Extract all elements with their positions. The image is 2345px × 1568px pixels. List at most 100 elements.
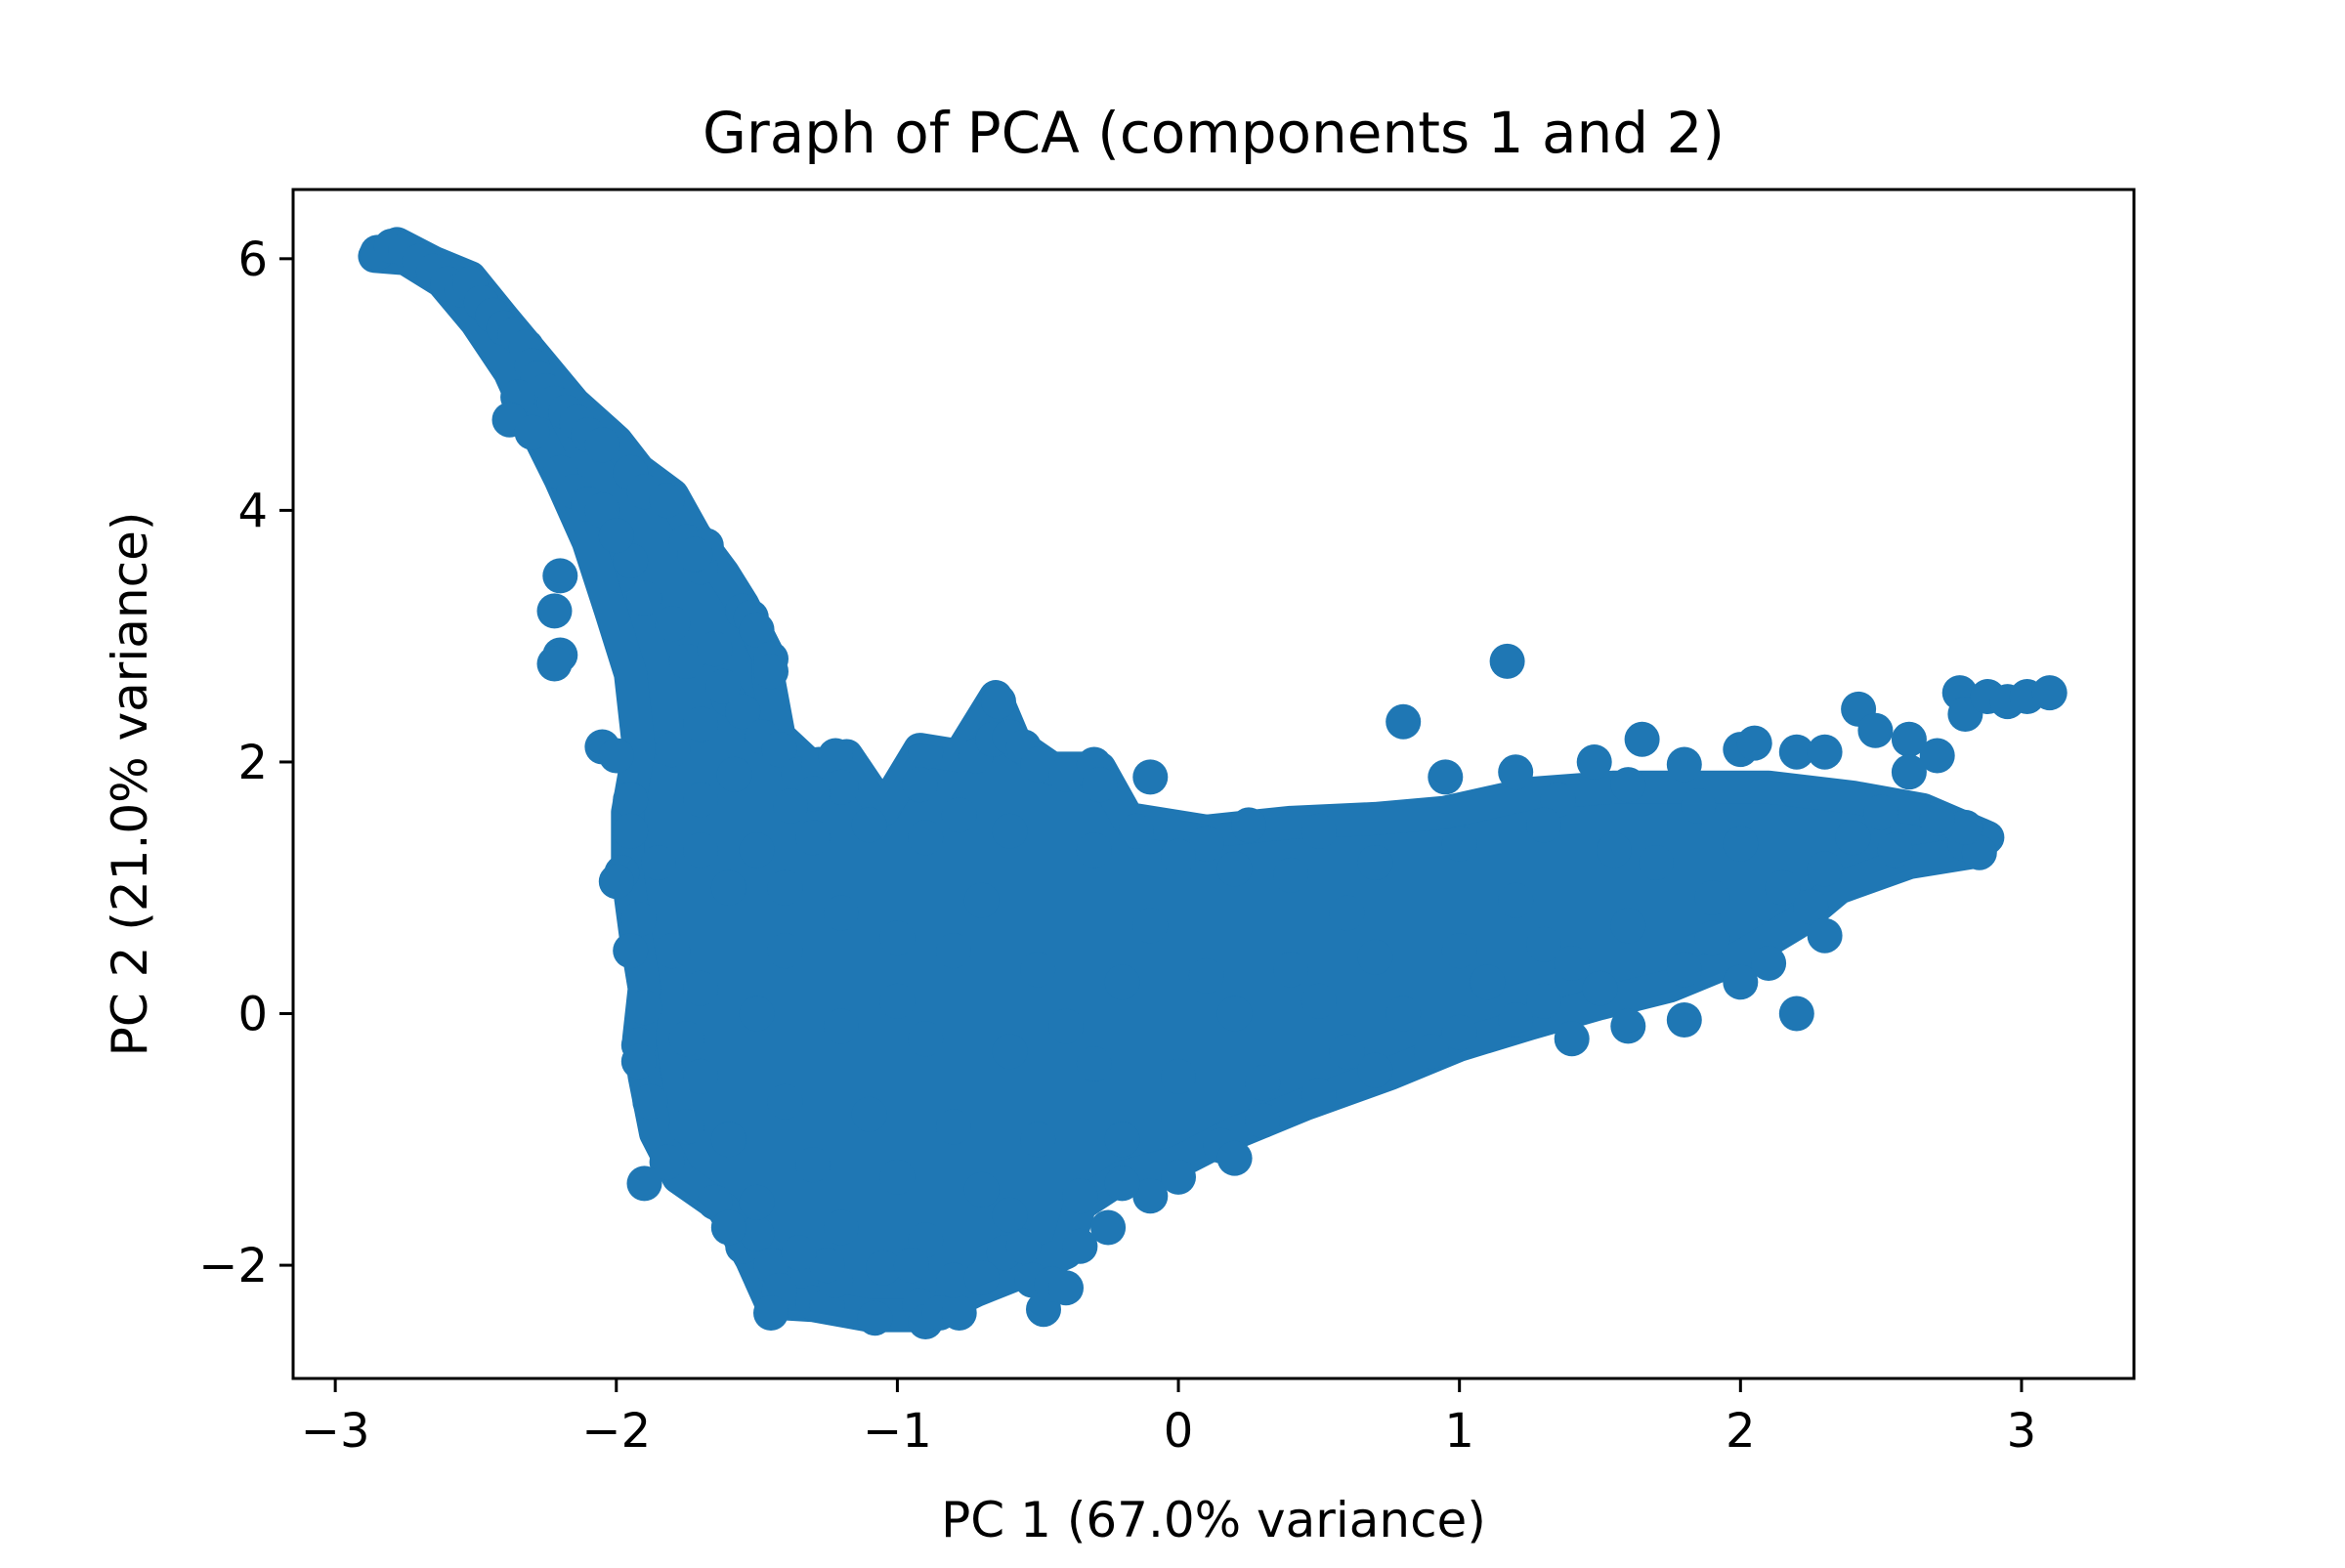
scatter-point: [941, 1295, 977, 1331]
scatter-point: [879, 983, 916, 1019]
scatter-point: [1610, 1008, 1646, 1044]
scatter-point: [1441, 933, 1477, 969]
scatter-point: [879, 920, 916, 956]
scatter-point: [1132, 908, 1169, 944]
scatter-point: [1216, 1140, 1253, 1176]
scatter-point: [1666, 1002, 1702, 1038]
scatter-point: [1005, 1228, 1042, 1264]
y-axis-label: PC 2 (21.0% variance): [102, 512, 158, 1057]
scatter-point: [992, 1197, 1028, 1233]
scatter-point: [514, 414, 550, 450]
x-tick-label: −3: [301, 1404, 370, 1459]
scatter-point: [1498, 882, 1534, 918]
scatter-point: [1498, 754, 1534, 790]
scatter-point: [1132, 1178, 1169, 1214]
scatter-point: [613, 782, 649, 818]
scatter-point: [1681, 788, 1717, 824]
scatter-point: [1489, 643, 1525, 679]
scatter-point: [598, 864, 634, 900]
scatter-point: [1300, 1078, 1337, 1114]
scatter-point: [963, 1260, 1000, 1295]
scatter-point: [716, 756, 752, 792]
scatter-point: [1694, 920, 1730, 956]
scatter-point: [781, 1235, 817, 1271]
y-tick-label: 0: [237, 988, 268, 1042]
scatter-point: [1104, 964, 1140, 1000]
scatter-point: [851, 807, 887, 843]
scatter-point: [2031, 675, 2068, 711]
scatter-point: [710, 1209, 746, 1246]
scatter-point: [908, 820, 944, 856]
x-tick-label: 1: [1444, 1404, 1474, 1459]
scatter-point: [767, 933, 803, 969]
scatter-point: [1076, 832, 1112, 869]
scatter-point: [640, 845, 676, 880]
scatter-point: [632, 1083, 668, 1120]
scatter-point: [1723, 826, 1759, 862]
scatter-point: [1596, 832, 1632, 869]
scatter-point: [795, 820, 831, 856]
scatter-point: [1357, 1052, 1393, 1088]
scatter-point: [1161, 1159, 1196, 1195]
x-tick-label: −2: [581, 1404, 651, 1459]
scatter-point: [1188, 957, 1224, 994]
scatter-point: [1793, 889, 1829, 925]
scatter-point: [1020, 1122, 1056, 1158]
scatter-point: [739, 1184, 775, 1220]
scatter-point: [902, 767, 938, 803]
scatter-point: [767, 1083, 803, 1120]
scatter-point: [1736, 725, 1772, 761]
scatter-point: [683, 1058, 719, 1094]
scatter-point: [1526, 983, 1561, 1019]
scatter-point: [598, 738, 634, 774]
scatter-point: [1104, 1165, 1140, 1202]
chart-title: Graph of PCA (components 1 and 2): [703, 100, 1725, 166]
scatter-point: [1666, 952, 1702, 988]
scatter-point: [1062, 1228, 1098, 1264]
y-tick-label: 2: [237, 736, 268, 790]
scatter-point: [1554, 1021, 1590, 1057]
scatter-point: [1919, 738, 1955, 774]
scatter-point: [1778, 734, 1814, 770]
scatter-point: [935, 933, 971, 969]
scatter-point: [655, 732, 691, 768]
scatter-point: [1877, 832, 1913, 869]
scatter-point: [992, 1034, 1028, 1070]
scatter-point: [1470, 964, 1506, 1000]
scatter-point: [1526, 807, 1561, 843]
scatter-point: [1413, 1034, 1449, 1070]
scatter-point: [1357, 939, 1393, 975]
scatter-point: [1245, 1103, 1281, 1138]
scatter-point: [1329, 1034, 1365, 1070]
scatter-point: [1273, 857, 1309, 893]
scatter-point: [773, 788, 809, 824]
scatter-point: [1751, 946, 1787, 981]
scatter-point: [1161, 838, 1196, 874]
scatter-point: [1062, 1178, 1098, 1214]
plot-area-frame: [291, 188, 2136, 1380]
scatter-point: [710, 869, 746, 906]
scatter-point: [739, 996, 775, 1032]
scatter-point: [1765, 869, 1801, 906]
scatter-point: [1610, 767, 1646, 803]
scatter-point: [753, 1295, 789, 1331]
scatter-point: [1639, 845, 1674, 880]
scatter-point: [598, 518, 634, 554]
scatter-point: [626, 580, 662, 616]
scatter-point: [668, 1109, 704, 1145]
scatter-point: [823, 1209, 859, 1246]
scatter-point: [866, 1250, 901, 1286]
scatter-point: [613, 933, 649, 969]
scatter-point: [1441, 1014, 1477, 1050]
scatter-point: [677, 536, 713, 572]
scatter-point: [1118, 813, 1154, 849]
scatter-point: [1526, 926, 1561, 962]
x-tick-label: −1: [863, 1404, 932, 1459]
scatter-point: [908, 734, 944, 770]
scatter-point: [683, 970, 719, 1006]
scatter-point: [981, 684, 1016, 720]
scatter-point: [668, 643, 704, 679]
scatter-point: [1694, 880, 1730, 915]
scatter-point: [655, 933, 691, 969]
scatter-point: [1723, 964, 1759, 1000]
